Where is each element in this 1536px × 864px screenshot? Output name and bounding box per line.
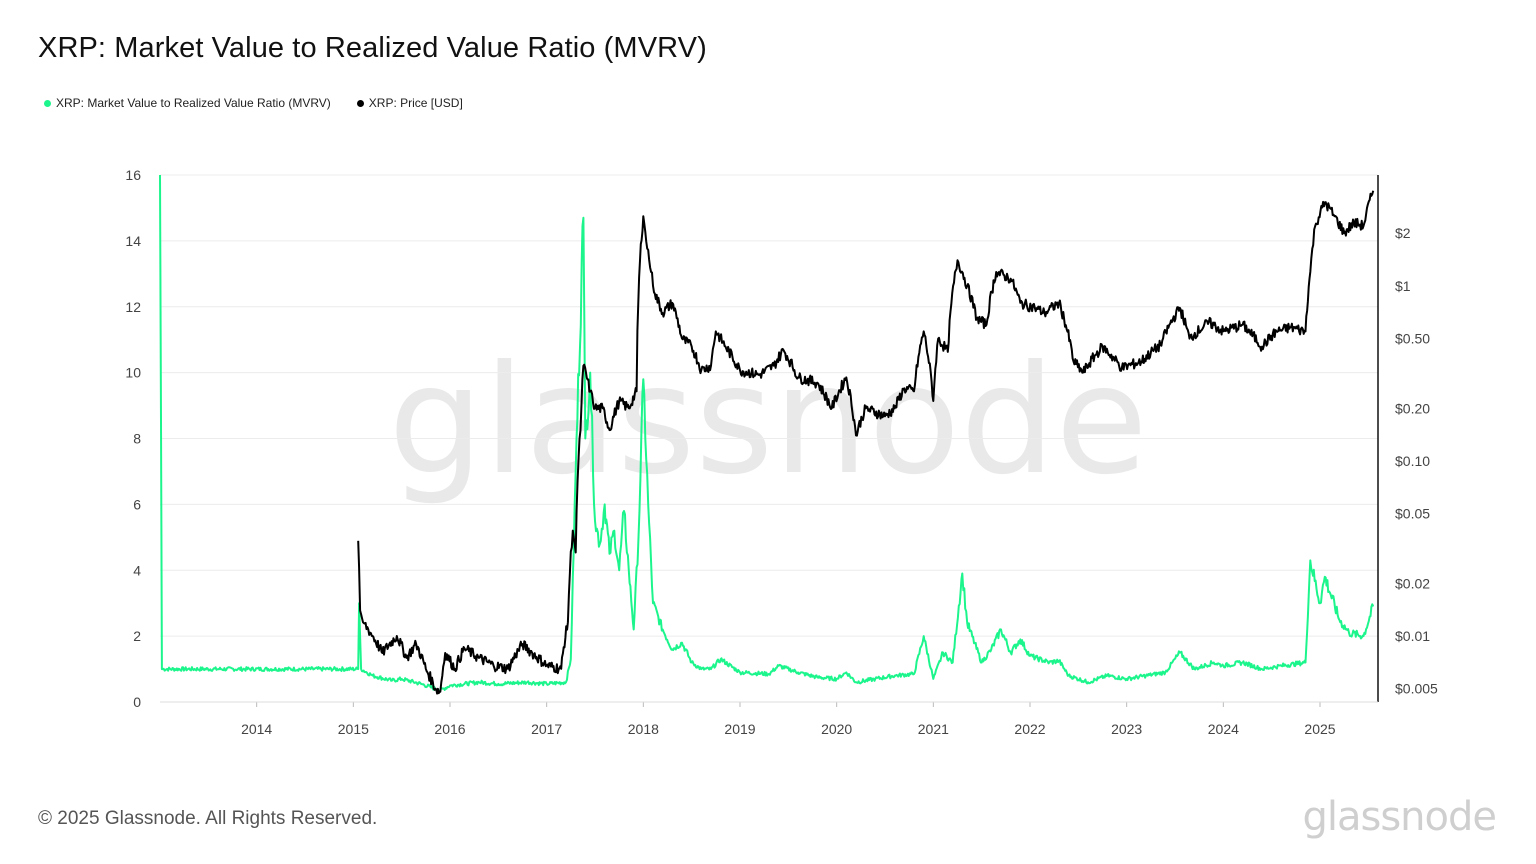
x-tick-2024: 2024 bbox=[1208, 721, 1239, 737]
y-left-tick-14: 14 bbox=[125, 233, 141, 249]
left-axis: 0 2 4 6 8 10 12 14 16 bbox=[125, 167, 141, 710]
copyright-text: © 2025 Glassnode. All Rights Reserved. bbox=[38, 808, 378, 829]
y-right-tick-2: $0.02 bbox=[1395, 575, 1430, 591]
x-tick-2014: 2014 bbox=[241, 721, 272, 737]
legend-item-mvrv[interactable]: XRP: Market Value to Realized Value Rati… bbox=[44, 96, 331, 110]
y-right-tick-7: $1 bbox=[1395, 278, 1411, 294]
y-right-tick-3: $0.05 bbox=[1395, 506, 1430, 522]
chart-title: XRP: Market Value to Realized Value Rati… bbox=[38, 32, 707, 64]
legend-label-mvrv: XRP: Market Value to Realized Value Rati… bbox=[56, 96, 331, 110]
x-tick-2025: 2025 bbox=[1304, 721, 1335, 737]
y-right-tick-8: $2 bbox=[1395, 225, 1411, 241]
chart-legend: XRP: Market Value to Realized Value Rati… bbox=[44, 96, 463, 110]
y-left-tick-12: 12 bbox=[125, 299, 141, 315]
grid-lines bbox=[160, 174, 1378, 703]
legend-marker-mvrv bbox=[44, 99, 51, 107]
x-axis: 2014 2015 2016 2017 2018 2019 2020 2021 2022 2023… bbox=[160, 701, 1378, 737]
x-tick-2015: 2015 bbox=[338, 721, 369, 737]
right-axis: $0.005 $0.01 $0.02 $0.05 $0.10 $0.20 $0.50 $1 $2 bbox=[1377, 175, 1438, 702]
legend-marker-price bbox=[356, 99, 364, 107]
y-left-tick-16: 16 bbox=[125, 167, 141, 183]
y-left-tick-6: 6 bbox=[133, 496, 141, 512]
watermark-text: glassnode bbox=[388, 334, 1147, 508]
legend-item-price[interactable]: XRP: Price [USD] bbox=[356, 96, 463, 110]
series-group bbox=[159, 174, 1375, 695]
x-tick-2018: 2018 bbox=[628, 721, 659, 737]
x-tick-2020: 2020 bbox=[821, 721, 852, 737]
legend-label-price: XRP: Price [USD] bbox=[368, 96, 463, 110]
y-right-tick-6: $0.50 bbox=[1395, 331, 1430, 347]
x-tick-2023: 2023 bbox=[1111, 721, 1142, 737]
brand-logo: glassnode bbox=[1302, 794, 1497, 840]
series-line-mvrv bbox=[159, 174, 1375, 693]
y-left-tick-2: 2 bbox=[133, 628, 141, 644]
x-tick-2019: 2019 bbox=[724, 721, 755, 737]
y-left-tick-0: 0 bbox=[133, 694, 141, 710]
y-right-tick-4: $0.10 bbox=[1395, 453, 1430, 469]
x-tick-2021: 2021 bbox=[918, 721, 949, 737]
x-tick-2016: 2016 bbox=[434, 721, 465, 737]
y-right-tick-1: $0.01 bbox=[1395, 628, 1430, 644]
y-left-tick-10: 10 bbox=[125, 365, 141, 381]
y-left-tick-4: 4 bbox=[133, 562, 141, 578]
x-tick-2022: 2022 bbox=[1014, 721, 1045, 737]
y-right-tick-0: $0.005 bbox=[1395, 681, 1438, 697]
y-right-tick-5: $0.20 bbox=[1395, 400, 1430, 416]
y-left-tick-8: 8 bbox=[133, 431, 141, 447]
x-tick-2017: 2017 bbox=[531, 721, 562, 737]
series-line-price bbox=[357, 190, 1375, 695]
